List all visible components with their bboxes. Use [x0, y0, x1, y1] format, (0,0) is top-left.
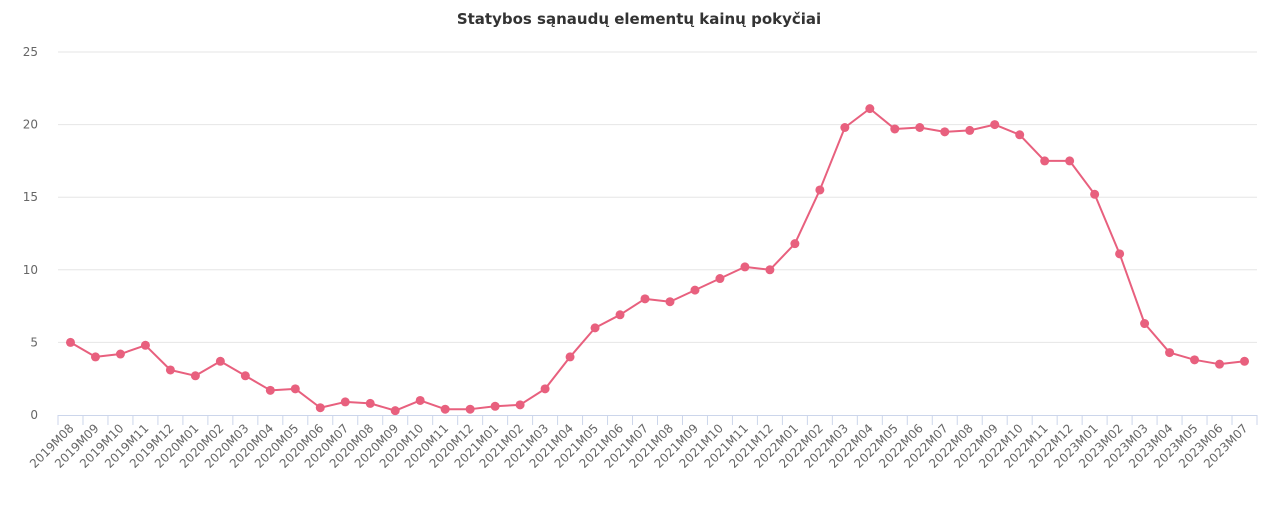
chart-title: Statybos sąnaudų elementų kainų pokyčiai	[456, 10, 822, 28]
data-point[interactable]	[690, 285, 700, 295]
data-point[interactable]	[440, 404, 450, 414]
data-point[interactable]	[815, 185, 825, 195]
data-points	[65, 104, 1250, 416]
data-point[interactable]	[865, 104, 875, 114]
data-point[interactable]	[465, 404, 475, 414]
data-point[interactable]	[640, 294, 650, 304]
grid-lines	[58, 51, 1257, 343]
data-point[interactable]	[90, 352, 100, 362]
data-point[interactable]	[740, 262, 750, 272]
y-tick-label: 20	[23, 118, 38, 132]
data-point[interactable]	[965, 125, 975, 135]
data-point[interactable]	[165, 365, 175, 375]
data-point[interactable]	[540, 384, 550, 394]
data-point[interactable]	[1040, 156, 1050, 166]
data-point[interactable]	[715, 274, 725, 284]
data-point[interactable]	[665, 297, 675, 307]
data-point[interactable]	[1015, 130, 1025, 140]
data-point[interactable]	[515, 400, 525, 410]
data-point[interactable]	[990, 120, 1000, 130]
y-axis: 0 5 10 15 20 25	[23, 45, 38, 422]
data-point[interactable]	[115, 349, 125, 359]
data-point[interactable]	[765, 265, 775, 275]
data-point[interactable]	[65, 337, 75, 347]
y-tick-label: 0	[30, 408, 38, 422]
x-axis: 2019M082019M092019M102019M112019M122020M…	[27, 415, 1258, 471]
data-point[interactable]	[1140, 319, 1150, 329]
data-point[interactable]	[240, 371, 250, 381]
data-point[interactable]	[1115, 249, 1125, 259]
data-point[interactable]	[1190, 355, 1200, 365]
data-point[interactable]	[790, 239, 800, 249]
data-point[interactable]	[365, 398, 375, 408]
data-point[interactable]	[915, 123, 925, 133]
data-point[interactable]	[840, 123, 850, 133]
data-point[interactable]	[265, 385, 275, 395]
data-point[interactable]	[1090, 189, 1100, 199]
data-point[interactable]	[1215, 359, 1225, 369]
data-point[interactable]	[415, 395, 425, 405]
y-tick-label: 5	[30, 335, 38, 349]
y-tick-label: 10	[23, 263, 38, 277]
data-point[interactable]	[565, 352, 575, 362]
data-point[interactable]	[390, 406, 400, 416]
data-point[interactable]	[615, 310, 625, 320]
series-line-path	[69, 107, 1245, 412]
data-point[interactable]	[940, 127, 950, 137]
data-point[interactable]	[190, 371, 200, 381]
data-point[interactable]	[590, 323, 600, 333]
data-point[interactable]	[215, 356, 225, 366]
data-point[interactable]	[315, 403, 325, 413]
data-point[interactable]	[340, 397, 350, 407]
data-point[interactable]	[490, 401, 500, 411]
data-point[interactable]	[1065, 156, 1075, 166]
data-point[interactable]	[1240, 356, 1250, 366]
data-point[interactable]	[140, 340, 150, 350]
data-point[interactable]	[290, 384, 300, 394]
y-tick-label: 25	[23, 45, 38, 59]
series-line	[69, 107, 1245, 412]
data-point[interactable]	[1165, 348, 1175, 358]
data-point[interactable]	[890, 124, 900, 134]
y-tick-label: 15	[23, 190, 38, 204]
